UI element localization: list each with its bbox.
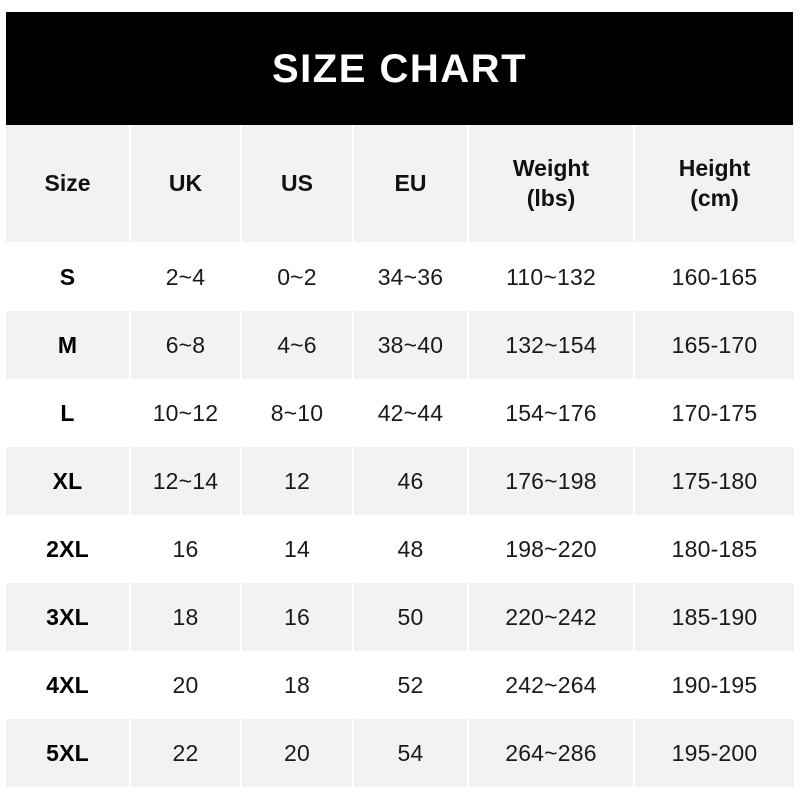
column-header-size-line1: Size <box>44 169 91 196</box>
column-header-us: US <box>241 125 354 244</box>
column-header-weight-line2: (lbs) <box>526 184 576 211</box>
cell-us: 16 <box>241 583 354 651</box>
column-header-us-line1: US <box>281 169 313 196</box>
table-row: S 2~4 0~2 34~36 110~132 160-165 <box>6 243 794 311</box>
cell-eu: 52 <box>353 651 469 719</box>
cell-weight: 176~198 <box>468 447 635 515</box>
cell-size: M <box>6 311 131 379</box>
table-row: 2XL 16 14 48 198~220 180-185 <box>6 515 794 583</box>
table-row: XL 12~14 12 46 176~198 175-180 <box>6 447 794 515</box>
column-header-uk-line1: UK <box>168 169 203 196</box>
cell-size: 5XL <box>6 719 131 787</box>
cell-weight: 198~220 <box>468 515 635 583</box>
cell-uk: 2~4 <box>130 243 242 311</box>
table-row: L 10~12 8~10 42~44 154~176 170-175 <box>6 379 794 447</box>
cell-height: 195-200 <box>671 739 758 766</box>
cell-size: S <box>6 243 131 311</box>
cell-height: 185-190 <box>671 603 758 630</box>
cell-eu: 48 <box>353 515 469 583</box>
cell-us: 14 <box>241 515 354 583</box>
cell-uk: 20 <box>130 651 242 719</box>
cell-weight: 110~132 <box>468 243 635 311</box>
cell-us: 18 <box>241 651 354 719</box>
size-chart-table: Size UK US EU Weight (lbs) Height (cm) <box>6 125 794 787</box>
cell-eu: 42~44 <box>353 379 469 447</box>
cell-height: 160-165 <box>671 264 758 290</box>
cell-height: 165-170 <box>671 331 758 358</box>
cell-size: 4XL <box>6 651 131 719</box>
cell-uk: 10~12 <box>130 379 242 447</box>
table-body: S 2~4 0~2 34~36 110~132 160-165 M 6~8 4~6 38~40 13… <box>6 243 794 787</box>
cell-uk: 16 <box>130 515 242 583</box>
cell-us: 20 <box>241 719 354 787</box>
column-header-eu-line1: EU <box>394 169 427 196</box>
cell-uk: 22 <box>130 719 242 787</box>
cell-eu: 50 <box>353 583 469 651</box>
cell-height: 170-175 <box>671 399 758 426</box>
chart-title-banner: SIZE CHART <box>6 12 793 125</box>
column-header-height: Height (cm) <box>634 125 794 244</box>
table-header: Size UK US EU Weight (lbs) Height (cm) <box>6 125 794 244</box>
column-header-eu: EU <box>353 125 469 244</box>
table-row: 4XL 20 18 52 242~264 190-195 <box>6 651 794 719</box>
cell-eu: 38~40 <box>353 311 469 379</box>
cell-uk: 12~14 <box>130 447 242 515</box>
cell-weight: 242~264 <box>468 651 635 719</box>
cell-us: 4~6 <box>241 311 354 379</box>
cell-uk: 6~8 <box>130 311 242 379</box>
cell-weight: 264~286 <box>468 719 635 787</box>
cell-weight: 154~176 <box>468 379 635 447</box>
cell-us: 12 <box>241 447 354 515</box>
cell-eu: 34~36 <box>353 243 469 311</box>
cell-uk: 18 <box>130 583 242 651</box>
cell-size: XL <box>6 447 131 515</box>
table-header-row: Size UK US EU Weight (lbs) Height (cm) <box>6 125 794 244</box>
page-title: SIZE CHART <box>272 46 527 91</box>
cell-height: 175-180 <box>671 467 758 494</box>
column-header-size: Size <box>6 125 131 244</box>
cell-weight: 220~242 <box>468 583 635 651</box>
column-header-uk: UK <box>130 125 242 244</box>
cell-eu: 46 <box>353 447 469 515</box>
cell-eu: 54 <box>353 719 469 787</box>
cell-size: 2XL <box>6 515 131 583</box>
column-header-height-line1: Height <box>678 155 751 182</box>
cell-height: 190-195 <box>671 671 758 698</box>
cell-us: 0~2 <box>241 243 354 311</box>
column-header-weight: Weight (lbs) <box>468 125 635 244</box>
cell-height: 180-185 <box>671 535 758 562</box>
column-header-weight-line1: Weight <box>512 155 590 182</box>
column-header-height-line2: (cm) <box>690 184 739 211</box>
table-row: 3XL 18 16 50 220~242 185-190 <box>6 583 794 651</box>
cell-us: 8~10 <box>241 379 354 447</box>
cell-size: 3XL <box>6 583 131 651</box>
table-row: M 6~8 4~6 38~40 132~154 165-170 <box>6 311 794 379</box>
cell-weight: 132~154 <box>468 311 635 379</box>
cell-size: L <box>6 379 131 447</box>
table-row: 5XL 22 20 54 264~286 195-200 <box>6 719 794 787</box>
